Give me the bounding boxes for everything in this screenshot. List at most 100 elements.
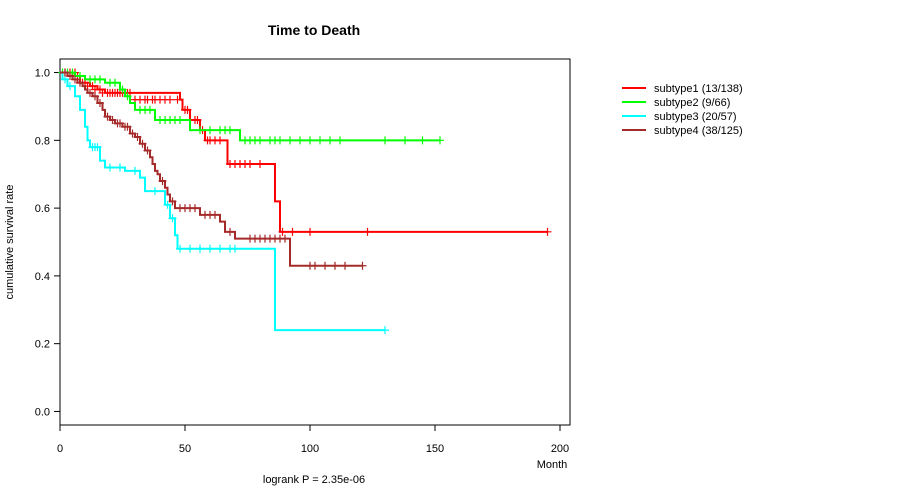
censor-mark xyxy=(71,75,79,84)
y-tick-label: 0.4 xyxy=(35,271,50,283)
censor-mark xyxy=(341,261,349,270)
x-axis: 0 50 100 150 200 xyxy=(57,425,569,455)
survival-curve-subtype3 xyxy=(60,71,385,332)
censor-mark xyxy=(286,136,294,145)
censor-mark xyxy=(66,82,74,91)
x-tick-label: 150 xyxy=(426,443,444,455)
censor-mark xyxy=(231,244,239,253)
censor-mark xyxy=(93,143,102,152)
censor-mark xyxy=(278,227,287,236)
censor-mark xyxy=(168,197,177,206)
y-tick-label: 1.0 xyxy=(35,68,50,80)
censor-mark xyxy=(196,126,204,135)
censor-mark xyxy=(108,116,117,124)
y-tick-label: 0.6 xyxy=(35,203,50,215)
censor-mark xyxy=(256,136,264,145)
censor-mark xyxy=(76,71,84,80)
survival-curves xyxy=(58,68,552,335)
censor-mark xyxy=(543,227,552,236)
y-tick-label: 0.8 xyxy=(35,135,50,147)
censor-mark xyxy=(123,122,132,131)
censor-mark xyxy=(123,92,132,101)
censor-mark xyxy=(226,126,234,135)
censor-mark xyxy=(321,261,329,270)
censor-mark xyxy=(166,95,174,104)
censor-mark xyxy=(193,116,202,124)
censor-mark xyxy=(226,227,234,236)
censor-mark xyxy=(103,112,112,121)
censor-mark xyxy=(246,160,254,169)
censor-mark xyxy=(306,227,314,236)
censor-mark xyxy=(143,146,152,155)
censor-mark xyxy=(168,214,177,223)
censor-mark xyxy=(163,200,172,209)
censor-mark xyxy=(133,132,142,141)
censor-mark xyxy=(401,136,409,145)
censor-mark xyxy=(358,261,367,270)
y-axis: 0.0 0.2 0.4 0.6 0.8 1.0 xyxy=(35,68,60,418)
censor-mark xyxy=(158,177,167,185)
x-tick-label: 100 xyxy=(301,443,319,455)
censor-mark xyxy=(296,136,304,145)
censor-mark xyxy=(183,105,192,114)
censor-mark xyxy=(316,136,324,145)
censor-mark xyxy=(363,227,372,236)
y-tick-label: 0.0 xyxy=(35,406,50,418)
censor-mark xyxy=(91,92,99,101)
chart-title: Time to Death xyxy=(268,22,360,38)
y-tick-label: 0.2 xyxy=(35,339,50,351)
censor-mark xyxy=(176,116,184,124)
legend-label: subtype2 (9/66) xyxy=(654,97,730,109)
censor-mark xyxy=(206,244,214,253)
censor-mark xyxy=(216,136,224,145)
censor-mark xyxy=(216,244,224,253)
x-tick-label: 200 xyxy=(551,443,569,455)
censor-mark xyxy=(86,88,94,97)
censor-mark xyxy=(138,139,147,148)
legend-label: subtype3 (20/57) xyxy=(654,111,737,123)
censor-mark xyxy=(381,326,389,335)
censor-mark xyxy=(186,244,194,253)
censor-mark xyxy=(418,136,427,145)
censor-mark xyxy=(116,119,124,128)
censor-mark xyxy=(131,166,139,175)
censor-mark xyxy=(173,95,182,104)
censor-mark xyxy=(256,160,264,169)
censor-mark xyxy=(151,187,159,196)
censor-mark xyxy=(116,163,124,172)
censor-mark xyxy=(128,129,137,138)
x-tick-label: 0 xyxy=(57,443,63,455)
censor-mark xyxy=(66,71,74,80)
censor-mark xyxy=(436,136,444,145)
censor-mark xyxy=(191,204,199,213)
survival-curve-subtype1 xyxy=(60,71,548,233)
logrank-annotation: logrank P = 2.35e-06 xyxy=(263,474,365,486)
legend-label: subtype4 (38/125) xyxy=(654,125,743,137)
censor-mark xyxy=(206,126,214,135)
censor-mark xyxy=(276,136,284,145)
censor-mark xyxy=(381,136,389,145)
x-axis-label: Month xyxy=(537,459,568,471)
censor-mark xyxy=(96,99,104,108)
censor-mark xyxy=(326,136,334,145)
censor-mark xyxy=(306,136,314,145)
censor-mark xyxy=(311,261,319,270)
censor-mark xyxy=(196,244,204,253)
censor-mark xyxy=(146,105,154,114)
censor-mark xyxy=(96,75,104,84)
censor-mark xyxy=(281,234,289,243)
censor-mark xyxy=(288,227,297,236)
survival-curve-subtype4 xyxy=(60,71,363,267)
censor-mark xyxy=(76,78,84,87)
censor-mark xyxy=(118,85,127,94)
censor-mark xyxy=(336,136,344,145)
y-axis-label: cumulative survival rate xyxy=(4,185,16,300)
censor-mark xyxy=(61,75,69,84)
censor-mark xyxy=(111,78,119,87)
censor-mark xyxy=(211,210,219,219)
censor-mark xyxy=(331,261,339,270)
censor-mark xyxy=(176,244,184,253)
censor-mark xyxy=(61,68,69,77)
